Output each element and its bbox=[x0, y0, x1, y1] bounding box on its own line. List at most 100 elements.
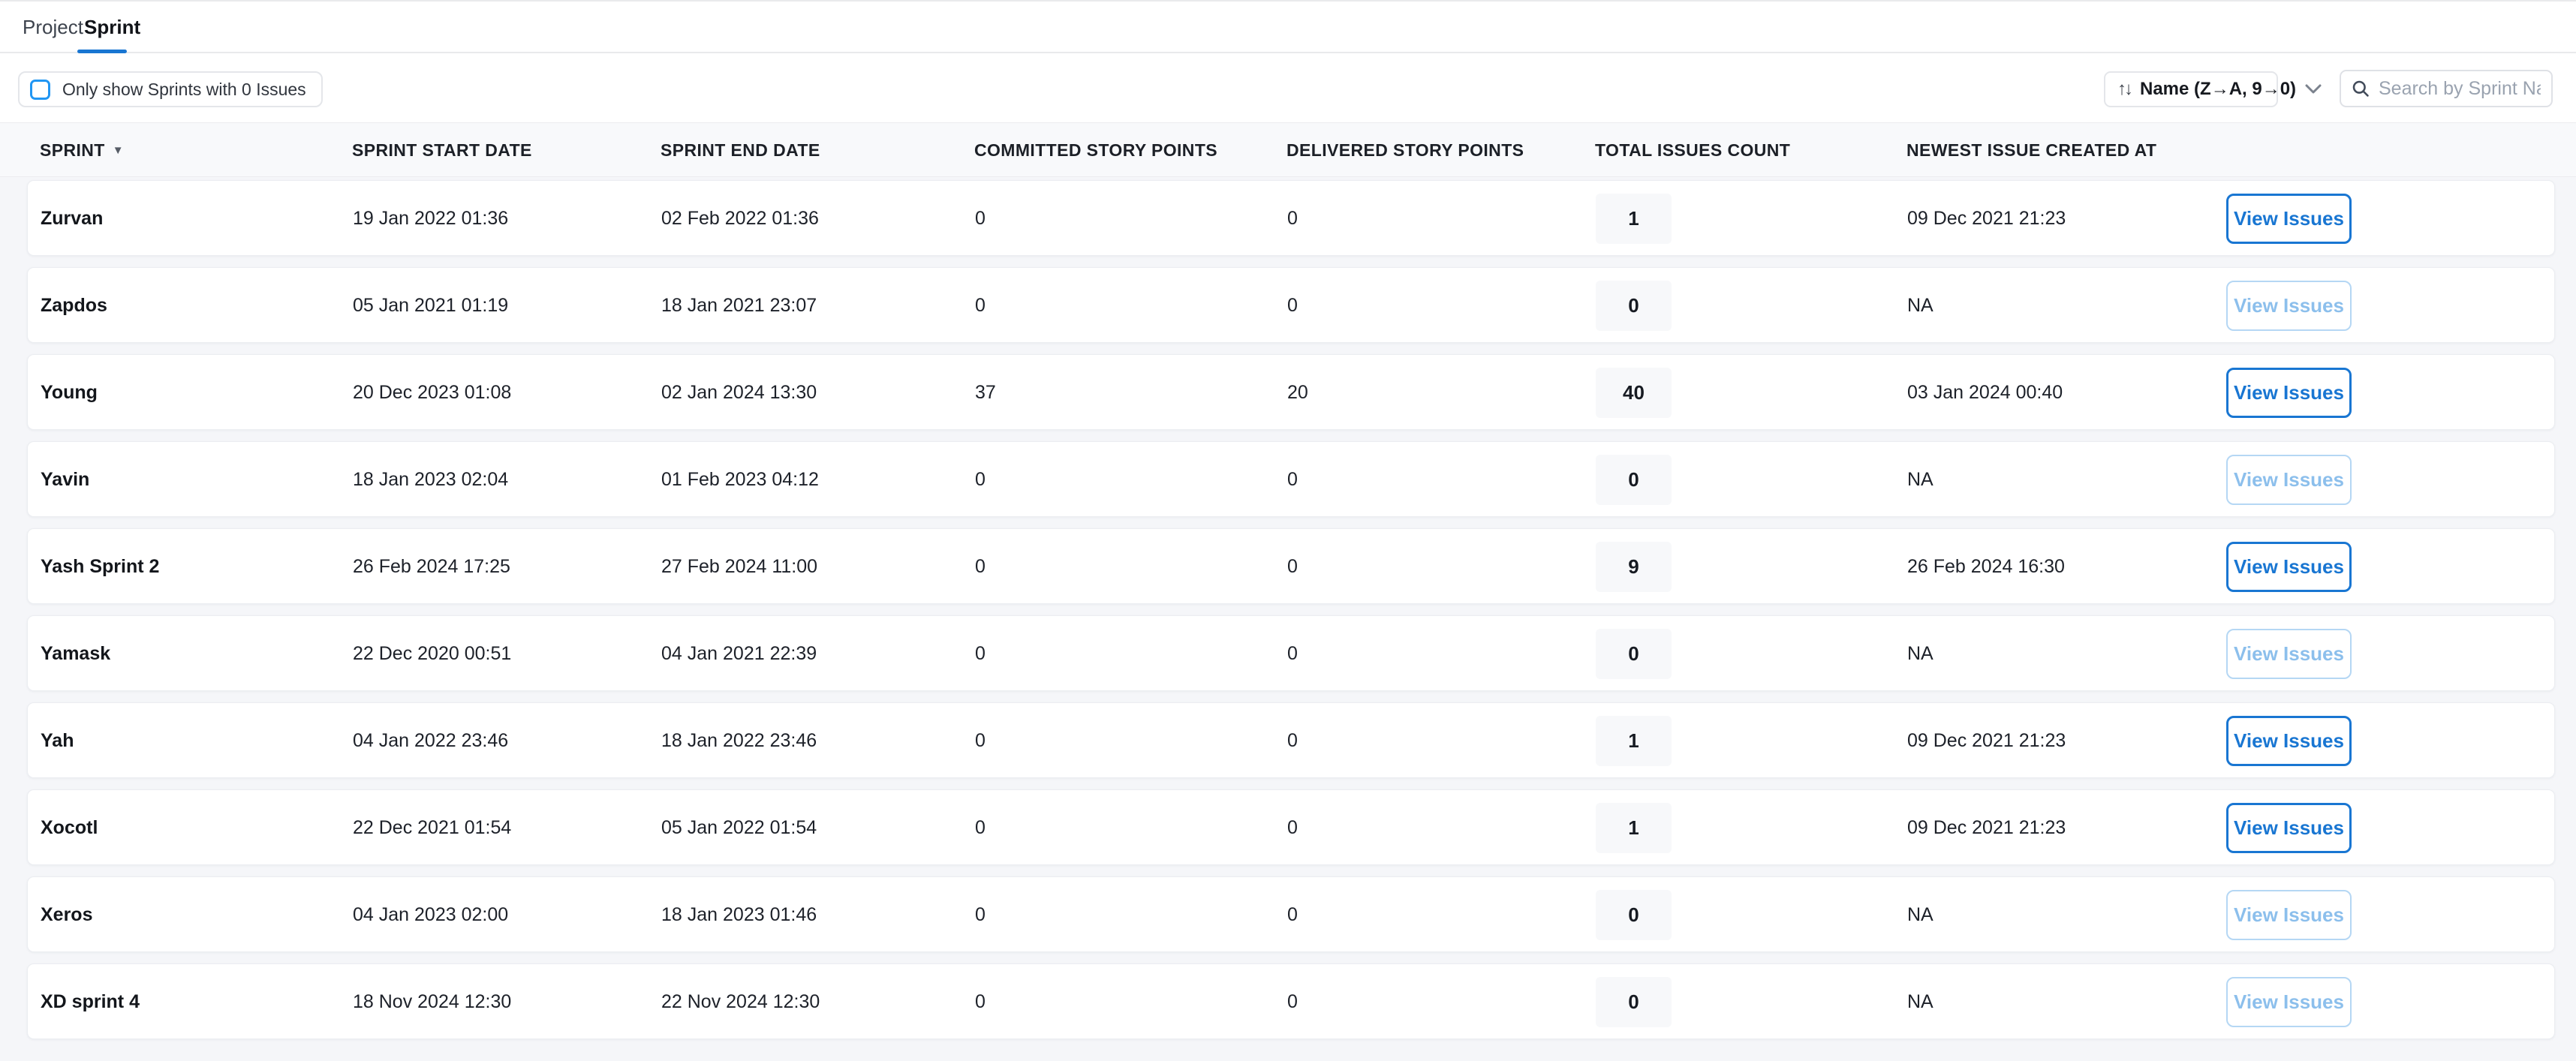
sprint-name: XD sprint 4 bbox=[41, 991, 140, 1012]
sprint-start-date: 04 Jan 2022 23:46 bbox=[353, 730, 509, 751]
sprint-end-date: 18 Jan 2022 23:46 bbox=[661, 730, 817, 751]
sprint-name: Young bbox=[41, 382, 98, 403]
column-header-sprint[interactable]: SPRINT ▼ bbox=[40, 123, 124, 178]
sprint-start-date: 19 Jan 2022 01:36 bbox=[353, 208, 509, 229]
column-header-start-date: SPRINT START DATE bbox=[352, 140, 532, 160]
sprint-end-date: 01 Feb 2023 04:12 bbox=[661, 469, 819, 490]
newest-issue-date: NA bbox=[1907, 469, 1934, 490]
total-issues-badge: 1 bbox=[1596, 803, 1672, 853]
view-issues-button: View Issues bbox=[2226, 629, 2352, 679]
zero-issues-checkbox[interactable] bbox=[30, 79, 50, 100]
total-issues-badge: 1 bbox=[1596, 716, 1672, 766]
total-issues-badge: 40 bbox=[1596, 368, 1672, 418]
committed-story-points: 37 bbox=[975, 382, 996, 403]
sprint-start-date: 26 Feb 2024 17:25 bbox=[353, 556, 510, 577]
committed-story-points: 0 bbox=[975, 991, 986, 1012]
sprint-row: Young 20 Dec 2023 01:08 02 Jan 2024 13:3… bbox=[27, 354, 2555, 430]
column-header-newest-issue: NEWEST ISSUE CREATED AT bbox=[1906, 140, 2157, 160]
column-header-delivered-points: DELIVERED STORY POINTS bbox=[1286, 140, 1524, 160]
zero-issues-filter[interactable]: Only show Sprints with 0 Issues bbox=[18, 71, 323, 107]
sprint-row: Zurvan 19 Jan 2022 01:36 02 Feb 2022 01:… bbox=[27, 180, 2555, 256]
sprint-end-date: 04 Jan 2021 22:39 bbox=[661, 643, 817, 664]
sprint-name: Yamask bbox=[41, 643, 111, 664]
sprint-end-date: 18 Jan 2023 01:46 bbox=[661, 904, 817, 925]
sprint-start-date: 18 Nov 2024 12:30 bbox=[353, 991, 512, 1012]
view-issues-button[interactable]: View Issues bbox=[2226, 368, 2352, 418]
committed-story-points: 0 bbox=[975, 904, 986, 925]
sprint-name: Zurvan bbox=[41, 208, 104, 229]
newest-issue-date: 03 Jan 2024 00:40 bbox=[1907, 382, 2063, 403]
total-issues-badge: 0 bbox=[1596, 281, 1672, 331]
newest-issue-date: NA bbox=[1907, 904, 1934, 925]
sort-direction-icon: ↑↓ bbox=[2117, 79, 2133, 99]
delivered-story-points: 0 bbox=[1287, 904, 1298, 925]
sprint-start-date: 04 Jan 2023 02:00 bbox=[353, 904, 509, 925]
sprint-name: Yavin bbox=[41, 469, 90, 490]
total-issues-badge: 0 bbox=[1596, 629, 1672, 679]
sprint-row: XD sprint 4 18 Nov 2024 12:30 22 Nov 202… bbox=[27, 963, 2555, 1039]
tab-project[interactable]: Project bbox=[14, 2, 92, 53]
sort-dropdown-label: Name (Z→A, 9→0) bbox=[2140, 79, 2297, 99]
sprint-name: Yash Sprint 2 bbox=[41, 556, 160, 577]
column-header-total-issues: TOTAL ISSUES COUNT bbox=[1595, 140, 1791, 160]
committed-story-points: 0 bbox=[975, 295, 986, 316]
sprint-row: Yah 04 Jan 2022 23:46 18 Jan 2022 23:46 … bbox=[27, 702, 2555, 778]
newest-issue-date: NA bbox=[1907, 643, 1934, 664]
delivered-story-points: 20 bbox=[1287, 382, 1308, 403]
sprint-row: Yash Sprint 2 26 Feb 2024 17:25 27 Feb 2… bbox=[27, 528, 2555, 604]
total-issues-badge: 0 bbox=[1596, 890, 1672, 940]
toolbar: Only show Sprints with 0 Issues ↑↓ Name … bbox=[0, 55, 2576, 122]
tab-bar: Project Sprint bbox=[0, 0, 2576, 53]
committed-story-points: 0 bbox=[975, 556, 986, 577]
view-issues-button: View Issues bbox=[2226, 977, 2352, 1027]
sprint-end-date: 18 Jan 2021 23:07 bbox=[661, 295, 817, 316]
newest-issue-date: NA bbox=[1907, 991, 1934, 1012]
table-header-row: SPRINT ▼ SPRINT START DATE SPRINT END DA… bbox=[0, 122, 2576, 177]
newest-issue-date: NA bbox=[1907, 295, 1934, 316]
sprint-row: Xeros 04 Jan 2023 02:00 18 Jan 2023 01:4… bbox=[27, 876, 2555, 952]
delivered-story-points: 0 bbox=[1287, 643, 1298, 664]
delivered-story-points: 0 bbox=[1287, 817, 1298, 838]
column-header-end-date: SPRINT END DATE bbox=[661, 140, 820, 160]
newest-issue-date: 09 Dec 2021 21:23 bbox=[1907, 817, 2066, 838]
sprint-row: Yavin 18 Jan 2023 02:04 01 Feb 2023 04:1… bbox=[27, 441, 2555, 517]
view-issues-button[interactable]: View Issues bbox=[2226, 542, 2352, 592]
delivered-story-points: 0 bbox=[1287, 469, 1298, 490]
view-issues-button[interactable]: View Issues bbox=[2226, 716, 2352, 766]
sprint-name: Xocotl bbox=[41, 817, 98, 838]
committed-story-points: 0 bbox=[975, 469, 986, 490]
view-issues-button: View Issues bbox=[2226, 455, 2352, 505]
column-header-sprint-label: SPRINT bbox=[40, 140, 105, 160]
tab-sprint[interactable]: Sprint bbox=[75, 2, 149, 53]
delivered-story-points: 0 bbox=[1287, 208, 1298, 229]
committed-story-points: 0 bbox=[975, 208, 986, 229]
view-issues-button[interactable]: View Issues bbox=[2226, 194, 2352, 244]
delivered-story-points: 0 bbox=[1287, 730, 1298, 751]
delivered-story-points: 0 bbox=[1287, 295, 1298, 316]
view-issues-button[interactable]: View Issues bbox=[2226, 803, 2352, 853]
newest-issue-date: 09 Dec 2021 21:23 bbox=[1907, 208, 2066, 229]
view-issues-button: View Issues bbox=[2226, 281, 2352, 331]
sprint-search bbox=[2340, 70, 2553, 107]
sprint-name: Xeros bbox=[41, 904, 93, 925]
total-issues-badge: 9 bbox=[1596, 542, 1672, 592]
total-issues-badge: 1 bbox=[1596, 194, 1672, 244]
sprint-row: Xocotl 22 Dec 2021 01:54 05 Jan 2022 01:… bbox=[27, 789, 2555, 865]
sprint-end-date: 02 Jan 2024 13:30 bbox=[661, 382, 817, 403]
sprint-name: Yah bbox=[41, 730, 74, 751]
sprint-end-date: 05 Jan 2022 01:54 bbox=[661, 817, 817, 838]
active-tab-underline bbox=[77, 50, 127, 53]
committed-story-points: 0 bbox=[975, 730, 986, 751]
total-issues-badge: 0 bbox=[1596, 977, 1672, 1027]
committed-story-points: 0 bbox=[975, 817, 986, 838]
sprint-start-date: 20 Dec 2023 01:08 bbox=[353, 382, 512, 403]
sprint-search-input[interactable] bbox=[2379, 77, 2541, 100]
delivered-story-points: 0 bbox=[1287, 991, 1298, 1012]
sprint-row: Yamask 22 Dec 2020 00:51 04 Jan 2021 22:… bbox=[27, 615, 2555, 691]
sprint-end-date: 02 Feb 2022 01:36 bbox=[661, 208, 819, 229]
newest-issue-date: 26 Feb 2024 16:30 bbox=[1907, 556, 2065, 577]
sprint-table: SPRINT ▼ SPRINT START DATE SPRINT END DA… bbox=[0, 122, 2576, 1061]
sprint-start-date: 18 Jan 2023 02:04 bbox=[353, 469, 509, 490]
sort-dropdown[interactable]: ↑↓ Name (Z→A, 9→0) bbox=[2104, 71, 2322, 107]
column-header-committed-points: COMMITTED STORY POINTS bbox=[974, 140, 1218, 160]
